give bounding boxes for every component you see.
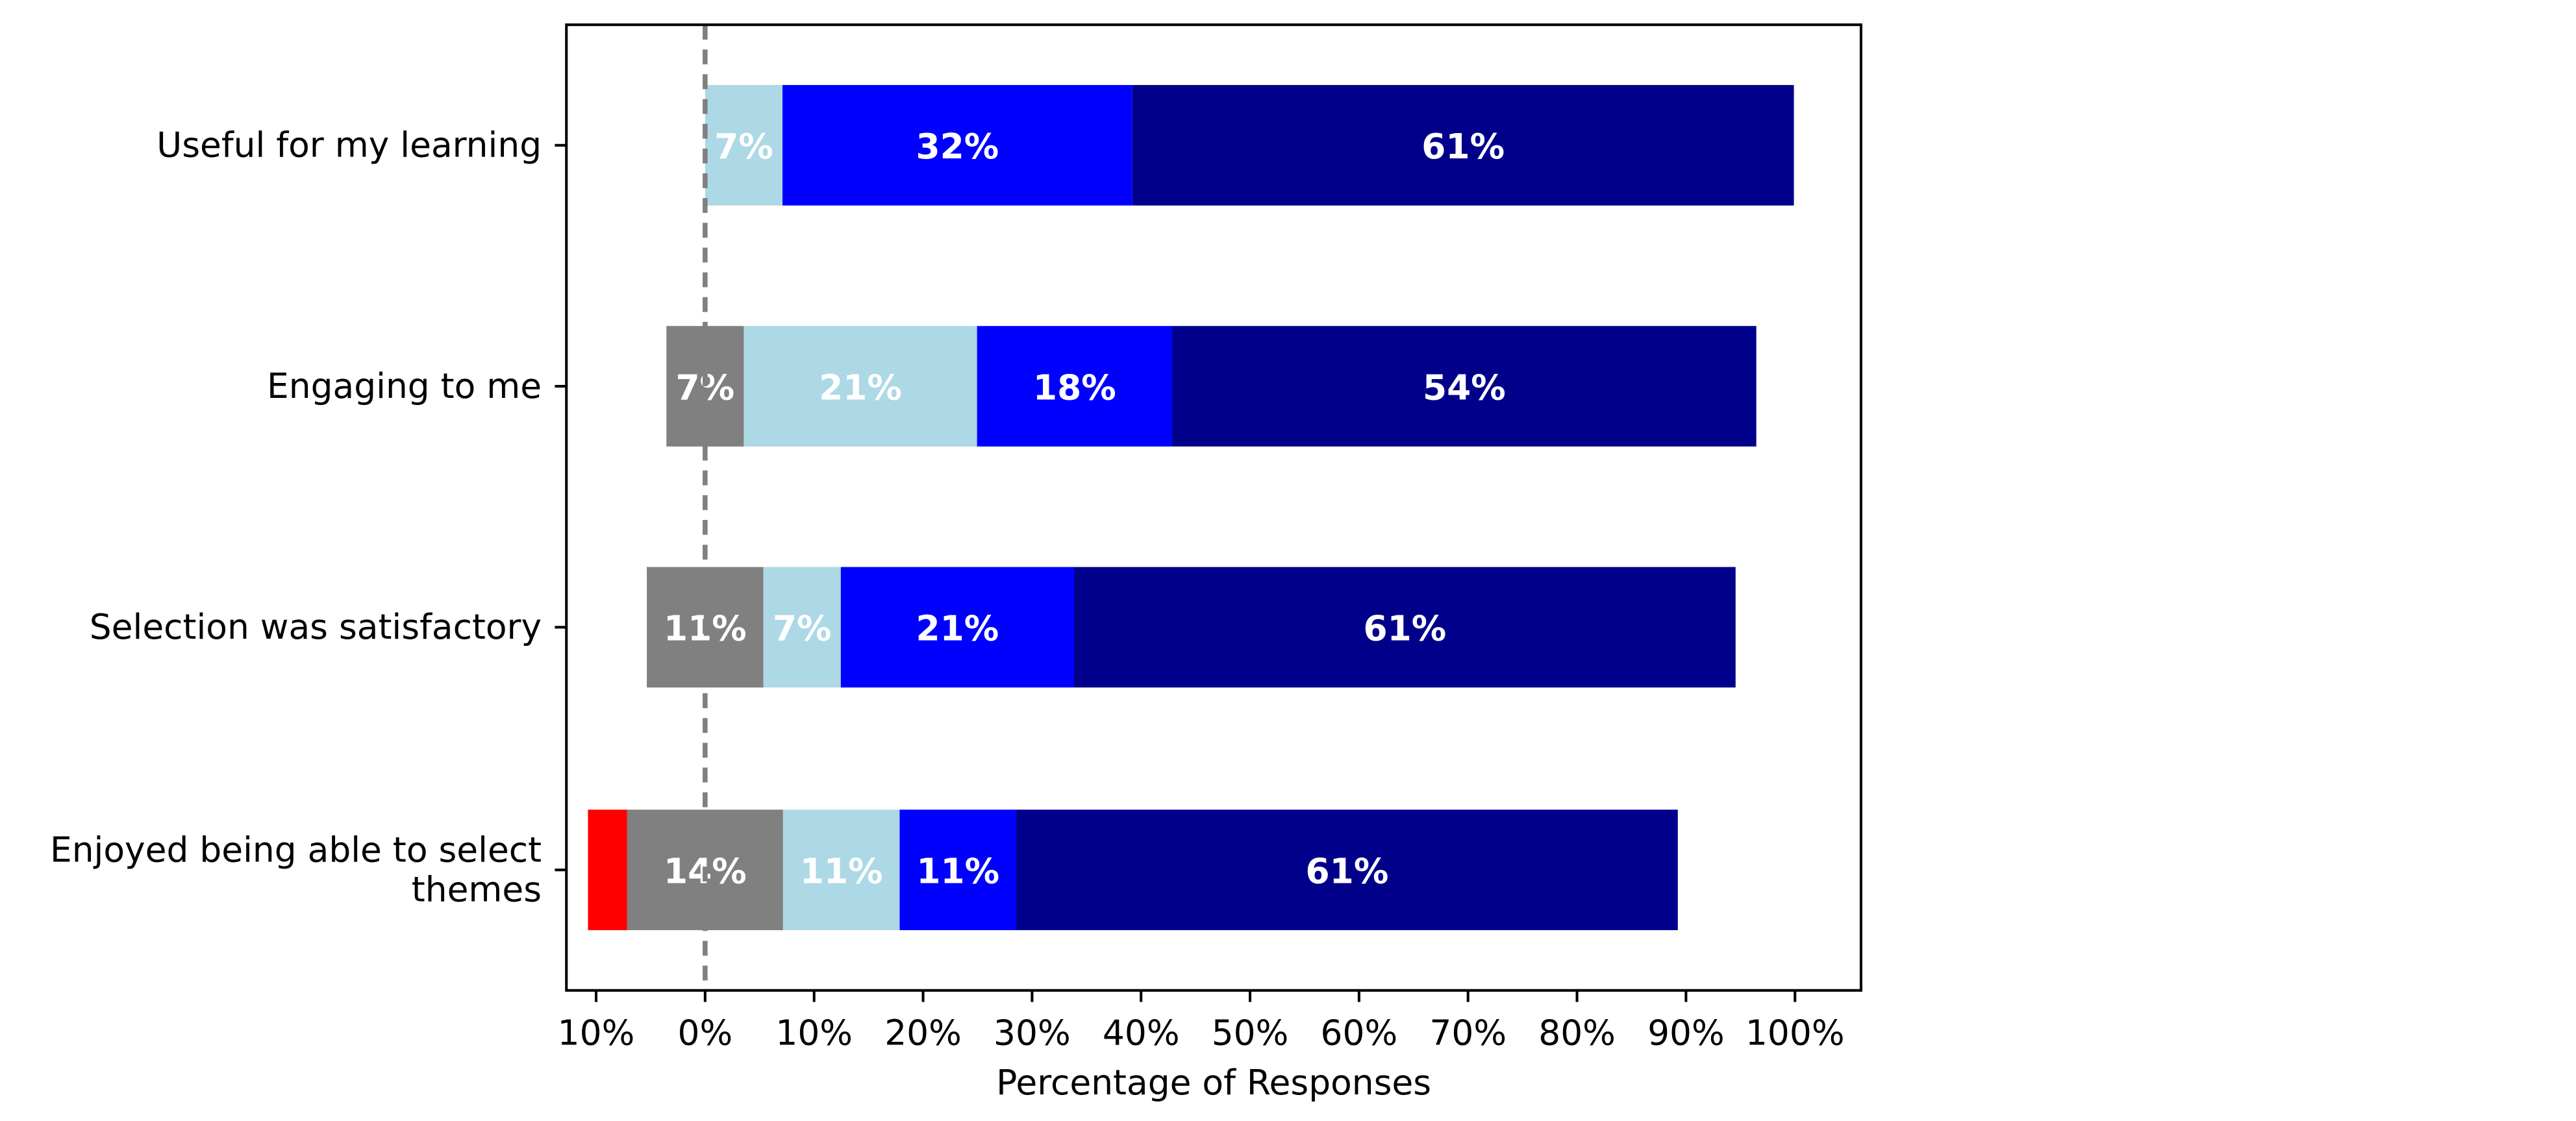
bar-value-label: 11%: [800, 851, 883, 892]
x-tick-label: 80%: [1538, 1013, 1616, 1053]
x-tick-label: 30%: [994, 1013, 1071, 1053]
bar-value-label: 7%: [773, 608, 832, 649]
y-tick-label: Selection was satisfactory: [90, 606, 542, 647]
x-tick-label: 10%: [558, 1013, 635, 1053]
bar-segment-useful-for-my-learning-4: [1132, 84, 1794, 206]
x-tick-label: 60%: [1321, 1013, 1398, 1053]
bar-value-label: 54%: [1423, 367, 1506, 408]
y-tick-label: Useful for my learning: [156, 125, 542, 166]
bar-segment-engaging-to-me-4: [1172, 326, 1757, 447]
y-tick-label: Engaging to me: [267, 365, 542, 406]
bars-layer: [588, 84, 1794, 930]
x-tick-label: 40%: [1103, 1013, 1180, 1053]
x-tick-label: 70%: [1429, 1013, 1507, 1053]
bar-segment-selection-was-satisfactory-4: [1073, 567, 1736, 688]
bar-value-label: 11%: [916, 851, 999, 892]
bar-value-label: 7%: [714, 126, 773, 167]
bar-segment-selection-was-satisfactory-3: [840, 567, 1074, 688]
category-axis: Useful for my learning Engaging to me Sele…: [50, 125, 567, 909]
bar-segment-useful-for-my-learning-2: [705, 84, 783, 206]
x-tick-label: 90%: [1647, 1013, 1725, 1053]
bar-value-label: 61%: [1363, 608, 1446, 649]
bar-segment-engaging-to-me-2: [744, 326, 977, 447]
x-tick-label: 50%: [1212, 1013, 1289, 1053]
bar-value-label: 21%: [916, 608, 999, 649]
bar-value-label: 32%: [916, 126, 999, 167]
bar-segment-enjoyed-being-able-to-select-themes-4: [1016, 809, 1678, 930]
bar-value-label: 18%: [1033, 367, 1116, 408]
value-axis: 10% 0% 10% 20% 30% 40% 50% 60% 70% 80% 90% 100%: [558, 990, 1845, 1053]
bar-segment-selection-was-satisfactory-2: [763, 567, 841, 688]
bar-value-label: 61%: [1421, 126, 1505, 167]
bar-segment-useful-for-my-learning-3: [782, 84, 1132, 206]
bar-segment-engaging-to-me-3: [977, 326, 1173, 447]
y-tick-label: themes: [412, 868, 542, 909]
plot-area-frame: [565, 23, 1862, 992]
y-tick-label: Enjoyed being able to select: [50, 829, 542, 870]
bar-segment-enjoyed-being-able-to-select-themes-3: [899, 809, 1017, 930]
x-tick-label: 20%: [884, 1013, 962, 1053]
x-tick-label: 0%: [678, 1013, 733, 1053]
x-axis-label: Percentage of Responses: [996, 1062, 1431, 1103]
segment-labels-layer: 7% 32% 61%7% 21% 18% 54%11% 7% 21% 61%14% 11% 11% 6…: [664, 126, 1506, 891]
bar-value-label: 61%: [1306, 851, 1389, 892]
bar-segment-enjoyed-being-able-to-select-themes-2: [782, 809, 900, 930]
x-tick-label: 10%: [775, 1013, 853, 1053]
bar-segment-enjoyed-being-able-to-select-themes-0: [588, 809, 627, 930]
bar-value-label: 21%: [819, 367, 902, 408]
x-tick-label: 100%: [1745, 1013, 1845, 1053]
